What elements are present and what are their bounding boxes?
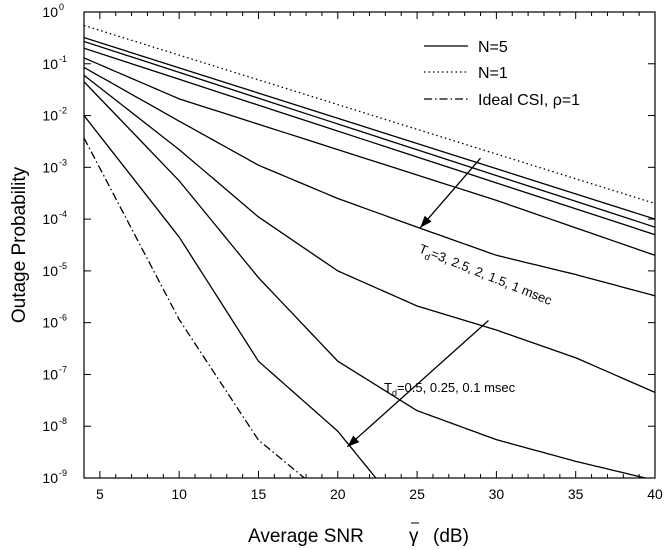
x-tick-label: 10 [171,486,187,502]
x-tick-label: 35 [568,486,584,502]
annotation-td-low-prefix: T [384,380,392,395]
plot-frame [83,11,656,479]
y-tick-label: 10 [42,56,58,72]
x-axis-title-unit: (dB) [433,526,469,547]
annotation-td-n5-values: =3, 2.5, 2, 1.5, 1 msec [429,246,555,308]
legend: N=5 N=1 Ideal CSI, ρ=1 [424,39,580,109]
x-tick-label: 15 [251,486,267,502]
y-tick-exponent: -9 [59,468,67,478]
legend-label-n5: N=5 [478,39,508,56]
arrow-line-0 [419,157,482,229]
arrow-head-0 [420,215,432,228]
series-line-4 [84,57,655,256]
series-line-9 [84,137,305,478]
y-tick-exponent: 0 [59,2,64,12]
y-tick-exponent: -1 [59,54,67,64]
annotation-td-low: Td=0.5, 0.25, 0.1 msec [384,380,516,398]
y-tick-label: 10 [42,263,58,279]
y-tick-exponent: -7 [59,364,67,374]
y-tick-exponent: -3 [59,157,67,167]
arrows-group [346,157,489,448]
series-group [84,24,655,478]
y-tick-label: 10 [42,108,58,124]
legend-label-ideal-csi-rho: ρ [553,92,562,109]
legend-label-ideal-csi-prefix: Ideal CSI, [478,92,553,109]
annotation-td-n5-subscript: d [423,251,431,262]
x-tick-label: 25 [409,486,425,502]
x-tick-label: 40 [647,486,663,502]
y-tick-label: 10 [42,315,58,331]
series-line-2 [84,40,655,228]
y-tick-label: 10 [42,470,58,486]
legend-label-n1: N=1 [478,65,508,82]
series-line-7 [84,81,648,478]
annotation-td-low-subscript: d [392,388,397,398]
arrow-head-1 [347,435,360,447]
x-axis-title-gamma: γ [409,526,419,547]
y-tick-label: 10 [42,159,58,175]
y-tick-label: 10 [42,4,58,20]
legend-label-ideal-csi-suffix: =1 [562,92,580,109]
y-axis-title: Outage Probability [9,166,30,323]
y-tick-label: 10 [42,418,58,434]
x-axis-title: Average SNR γ (dB) [248,522,469,547]
legend-label-ideal-csi: Ideal CSI, ρ=1 [478,92,580,109]
annotation-td-low-values: =0.5, 0.25, 0.1 msec [397,380,516,395]
y-tick-exponent: -2 [59,106,67,116]
y-tick-label: 10 [42,211,58,227]
series-line-5 [84,66,655,297]
x-tick-label: 5 [96,486,104,502]
y-tick-exponent: -6 [59,313,67,323]
x-axis-title-text: Average SNR [248,526,364,547]
arrow-line-1 [346,320,489,448]
y-tick-exponent: -4 [59,209,67,219]
y-tick-exponent: -5 [59,261,67,271]
y-tick-label: 10 [42,366,58,382]
series-line-0 [84,24,655,205]
series-line-8 [84,115,377,478]
series-line-6 [84,74,655,393]
series-line-1 [84,37,655,220]
series-line-3 [84,47,655,236]
y-tick-exponent: -8 [59,416,67,426]
x-tick-label: 30 [489,486,505,502]
x-tick-label: 20 [330,486,346,502]
